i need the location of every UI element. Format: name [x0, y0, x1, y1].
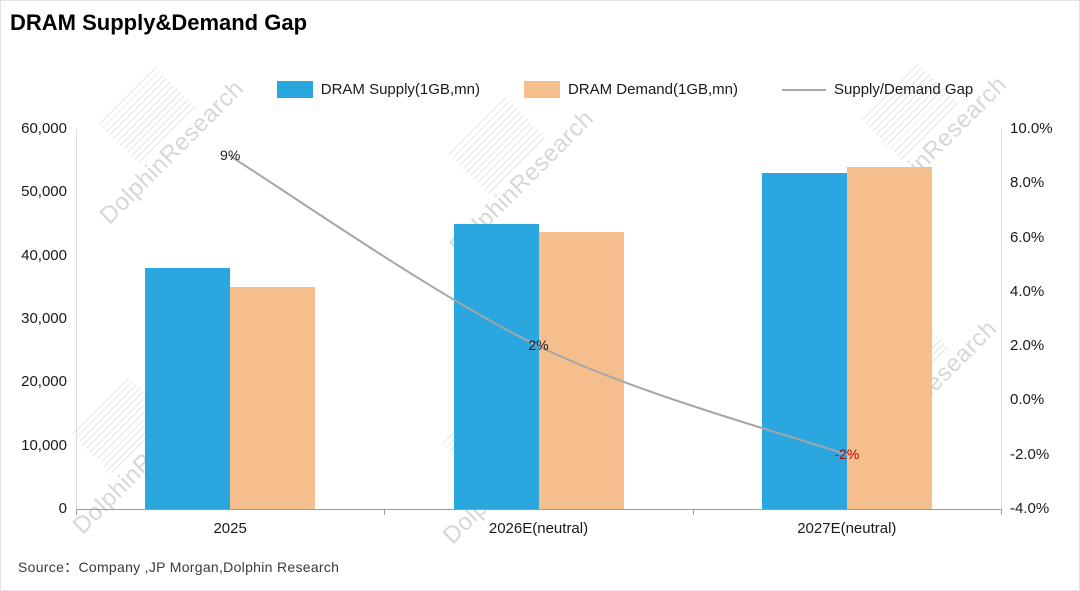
legend-label: Supply/Demand Gap [834, 81, 974, 98]
x-axis-tick [1001, 509, 1002, 515]
y-axis-label-right: 4.0% [1010, 282, 1045, 300]
gap-point-label: 9% [220, 147, 241, 164]
bar-supply [453, 224, 539, 509]
legend: DRAM Supply(1GB,mn) DRAM Demand(1GB,mn) Su… [171, 81, 1079, 98]
y-axis-label-left: 0 [58, 500, 67, 517]
y-axis-label-right: -4.0% [1010, 500, 1050, 517]
chart-title: DRAM Supply&Demand Gap [10, 10, 308, 35]
gap-line-layer [229, 155, 848, 456]
y-axis-label-left: 50,000 [21, 183, 67, 201]
y-axis-label-left: 30,000 [21, 310, 67, 327]
x-axis-line [76, 509, 1002, 510]
y-axis-label-right: 6.0% [1010, 228, 1045, 246]
legend-item: DRAM Demand(1GB,mn) [523, 81, 738, 98]
bar-demand [846, 167, 932, 509]
x-axis-tick [76, 509, 77, 515]
gap-line [229, 155, 848, 456]
gap-point-label: 2% [528, 337, 549, 354]
plot-left-border [76, 129, 77, 509]
y-axis-label-left: 10,000 [21, 436, 67, 454]
bar-demand [230, 287, 316, 509]
legend-color-swatch-icon [276, 81, 313, 98]
y-axis-label-right: 10.0% [1010, 120, 1053, 137]
legend-item: DRAM Supply(1GB,mn) [276, 81, 480, 98]
y-axis-label-left: 40,000 [21, 246, 67, 264]
x-axis-label: 2025 [213, 520, 247, 537]
legend-color-swatch-icon [523, 81, 560, 98]
legend-label: DRAM Demand(1GB,mn) [567, 81, 738, 98]
x-axis-label: 2026E(neutral) [488, 520, 589, 537]
legend-label: DRAM Supply(1GB,mn) [320, 81, 480, 98]
legend-item: Supply/Demand Gap [782, 81, 973, 98]
y-axis-label-left: 20,000 [21, 373, 67, 391]
x-axis-tick [384, 509, 386, 515]
plot-right-border [1001, 129, 1002, 509]
bar-demand [538, 232, 624, 509]
y-axis-label-right: 8.0% [1010, 174, 1045, 192]
y-axis-label-left: 60,000 [21, 120, 67, 137]
gap-point-label: -2% [834, 445, 860, 462]
x-axis-label: 2027E(neutral) [797, 520, 897, 537]
x-axis-tick [692, 509, 694, 515]
y-axis-label-right: 0.0% [1010, 391, 1045, 409]
bar-supply [761, 173, 847, 509]
bar-supply [145, 268, 231, 509]
y-axis-label-right: -2.0% [1010, 445, 1050, 463]
legend-line-swatch-icon [782, 88, 826, 91]
y-axis-label-right: 2.0% [1010, 337, 1045, 355]
source-note: Source：Company ,JP Morgan,Dolphin Resear… [18, 559, 340, 575]
